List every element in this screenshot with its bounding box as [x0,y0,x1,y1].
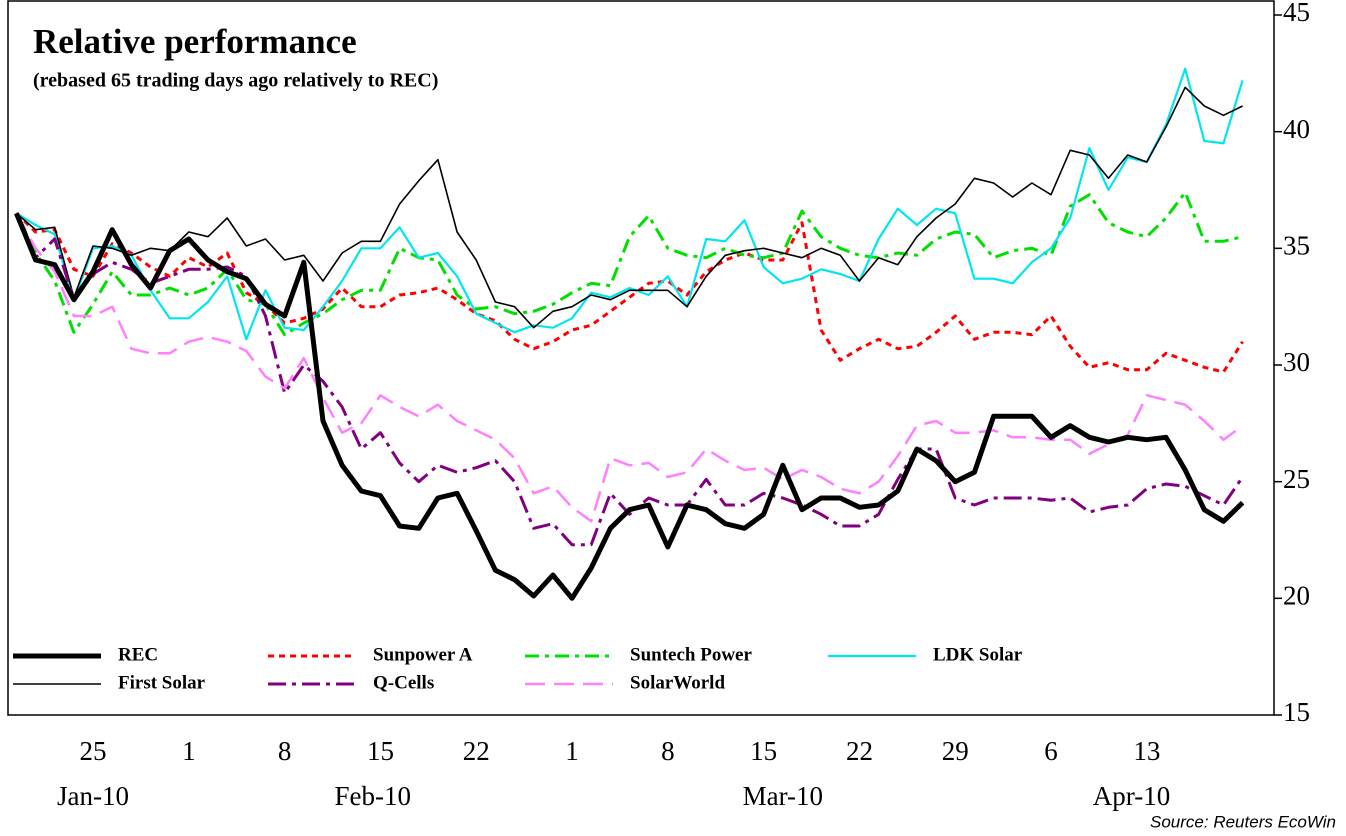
legend-label: Q-Cells [373,672,434,693]
month-label: Jan-10 [57,781,129,811]
series-line [14,212,1245,601]
x-tick-label: 1 [565,736,579,766]
month-label: Apr-10 [1093,781,1170,811]
x-tick-label: 8 [278,736,292,766]
y-tick-label: 15 [1283,697,1310,727]
y-tick-label: 45 [1283,0,1310,27]
y-tick-label: 35 [1283,231,1310,261]
legend-label: LDK Solar [933,644,1023,665]
x-tick-label: 22 [463,736,490,766]
legend-label: First Solar [118,672,206,693]
legend-label: Sunpower A [373,644,473,665]
series-line [15,190,1243,337]
series-line [15,86,1243,329]
series-line [15,67,1244,341]
series-line [15,212,1244,374]
month-label: Feb-10 [335,781,412,811]
y-tick-label: 25 [1283,464,1310,494]
y-tick-label: 20 [1283,581,1310,611]
x-tick-label: 6 [1044,736,1058,766]
legend-label: Suntech Power [630,644,752,665]
chart-title: Relative performance [33,22,357,61]
x-tick-label: 15 [367,736,394,766]
x-tick-label: 13 [1133,736,1160,766]
series-line [15,212,1244,523]
legend-label: REC [118,644,158,665]
x-tick-label: 1 [182,736,196,766]
legend-label: SolarWorld [630,672,725,693]
y-tick-label: 40 [1283,114,1310,144]
x-tick-label: 22 [846,736,873,766]
chart-subtitle: (rebased 65 trading days ago relatively … [33,70,438,92]
x-tick-label: 15 [750,736,777,766]
month-label: Mar-10 [743,781,823,811]
plot-frame [7,0,1275,716]
y-tick-label: 30 [1283,347,1310,377]
x-tick-label: 25 [80,736,107,766]
source-note: Source: Reuters EcoWin [1150,812,1336,831]
x-tick-label: 29 [942,736,969,766]
x-tick-label: 8 [661,736,675,766]
